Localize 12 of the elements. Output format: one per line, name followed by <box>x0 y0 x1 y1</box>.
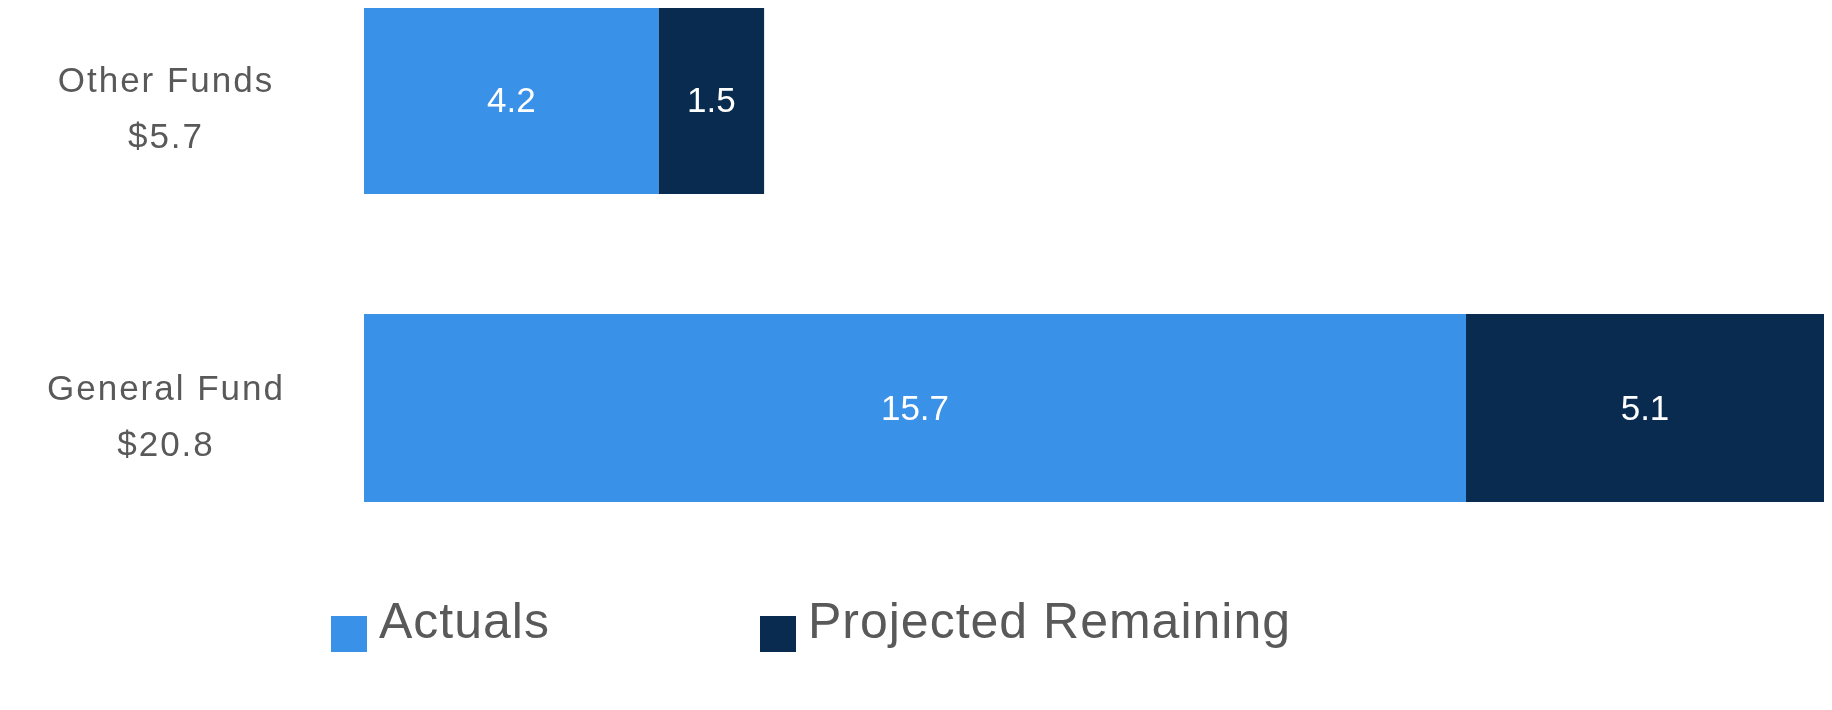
y-tick-label: General Fund $20.8 <box>46 368 286 463</box>
bar <box>364 8 659 194</box>
bar <box>658 8 765 194</box>
data-label: 1.5 <box>687 80 736 120</box>
y-tick-label: Other Funds $5.7 <box>57 60 275 155</box>
legend-label: Actuals <box>378 593 550 649</box>
bar <box>1466 314 1824 502</box>
bar <box>364 314 1467 502</box>
legend-label: Projected Remaining <box>807 593 1292 649</box>
data-label: 4.2 <box>487 80 536 120</box>
data-label: 15.7 <box>880 388 950 428</box>
data-label: 5.1 <box>1620 388 1670 428</box>
